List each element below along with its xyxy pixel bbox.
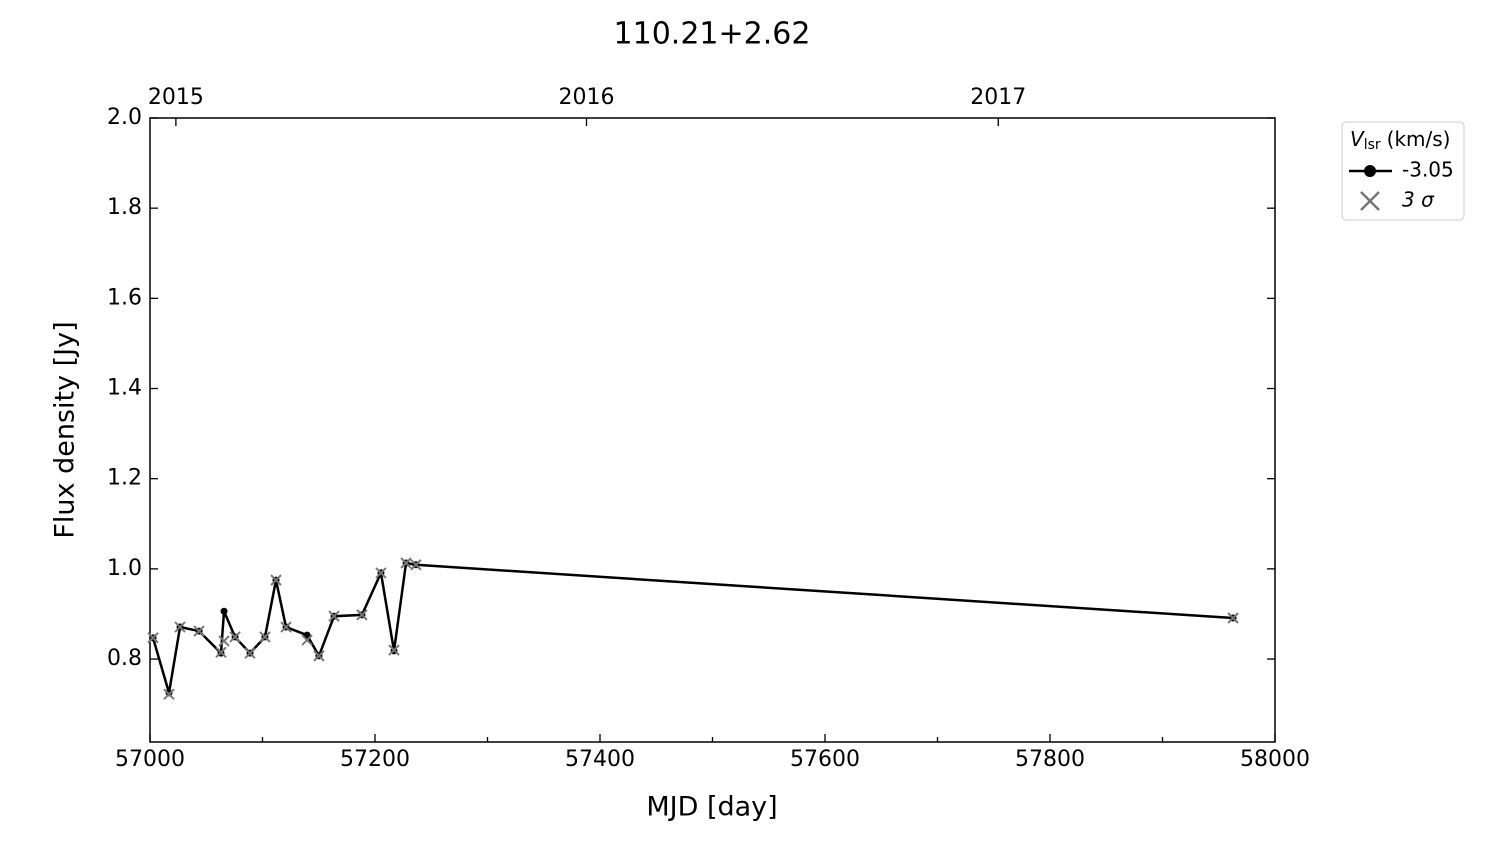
- legend-label: 3 σ: [1402, 188, 1435, 212]
- sigma-marker: [280, 621, 292, 633]
- x-tick-label: 58000: [1240, 747, 1310, 772]
- legend-title: Vlsr (km/s): [1350, 127, 1450, 154]
- x2-tick-label: 2017: [970, 85, 1026, 110]
- chart-title: 110.21+2.62: [614, 17, 811, 52]
- sigma-marker: [244, 647, 256, 659]
- sigma-marker: [147, 632, 159, 644]
- legend-marker: [1360, 191, 1380, 211]
- sigma-marker: [174, 621, 186, 633]
- x-tick-label: 57000: [115, 747, 185, 772]
- legend-title-subscript: lsr: [1364, 137, 1381, 153]
- legend: Vlsr (km/s) -3.05 3 σ: [1341, 121, 1465, 221]
- sigma-marker: [328, 610, 340, 622]
- y-tick-label: 1.2: [107, 466, 142, 491]
- y-tick-label: 1.4: [107, 376, 142, 401]
- legend-marker: [1364, 165, 1376, 177]
- sigma-marker: [163, 688, 175, 700]
- data-point: [303, 631, 311, 639]
- x-tick-label: 57800: [1015, 747, 1085, 772]
- sigma-marker: [375, 567, 387, 579]
- y-tick-label: 1.6: [107, 285, 142, 310]
- sigma-marker: [301, 634, 313, 646]
- sigma-marker: [356, 609, 368, 621]
- sigma-marker: [218, 635, 230, 647]
- y-axis-label: Flux density [Jy]: [50, 321, 81, 538]
- series-line: [151, 561, 1234, 694]
- legend-title-symbol: V: [1350, 127, 1365, 151]
- sigma-marker: [388, 644, 400, 656]
- legend-title-unit: (km/s): [1387, 127, 1451, 151]
- y-tick-label: 0.8: [107, 646, 142, 671]
- x-axis-label: MJD [day]: [646, 792, 777, 823]
- plot-frame: [149, 117, 1276, 743]
- sigma-marker: [270, 574, 282, 586]
- y-tick-label: 1.0: [107, 556, 142, 581]
- legend-box: [1341, 121, 1465, 221]
- legend-label: -3.05: [1402, 158, 1454, 182]
- sigma-marker: [313, 650, 325, 662]
- x-tick-label: 57200: [340, 747, 410, 772]
- sigma-marker: [400, 557, 412, 569]
- sigma-marker: [410, 559, 422, 571]
- sigma-marker: [1227, 612, 1239, 624]
- y-tick-label: 1.8: [107, 195, 142, 220]
- x2-tick-label: 2015: [148, 85, 204, 110]
- data-point: [220, 607, 228, 615]
- x2-tick-label: 2016: [559, 85, 615, 110]
- y-tick-label: 2.0: [107, 105, 142, 130]
- sigma-marker: [193, 625, 205, 637]
- sigma-marker: [229, 631, 241, 643]
- sigma-marker: [259, 631, 271, 643]
- x-tick-label: 57400: [565, 747, 635, 772]
- x-tick-label: 57600: [790, 747, 860, 772]
- sigma-marker: [215, 646, 227, 658]
